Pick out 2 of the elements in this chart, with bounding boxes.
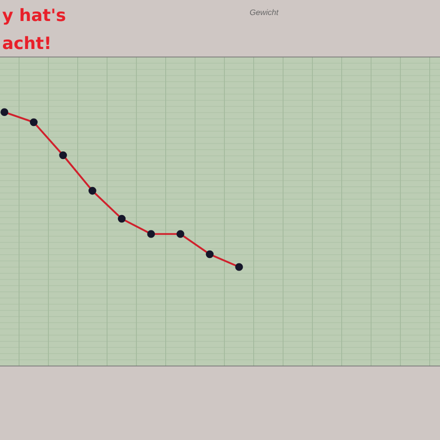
text: y hat's	[2, 8, 66, 25]
text: acht!	[2, 36, 50, 50]
